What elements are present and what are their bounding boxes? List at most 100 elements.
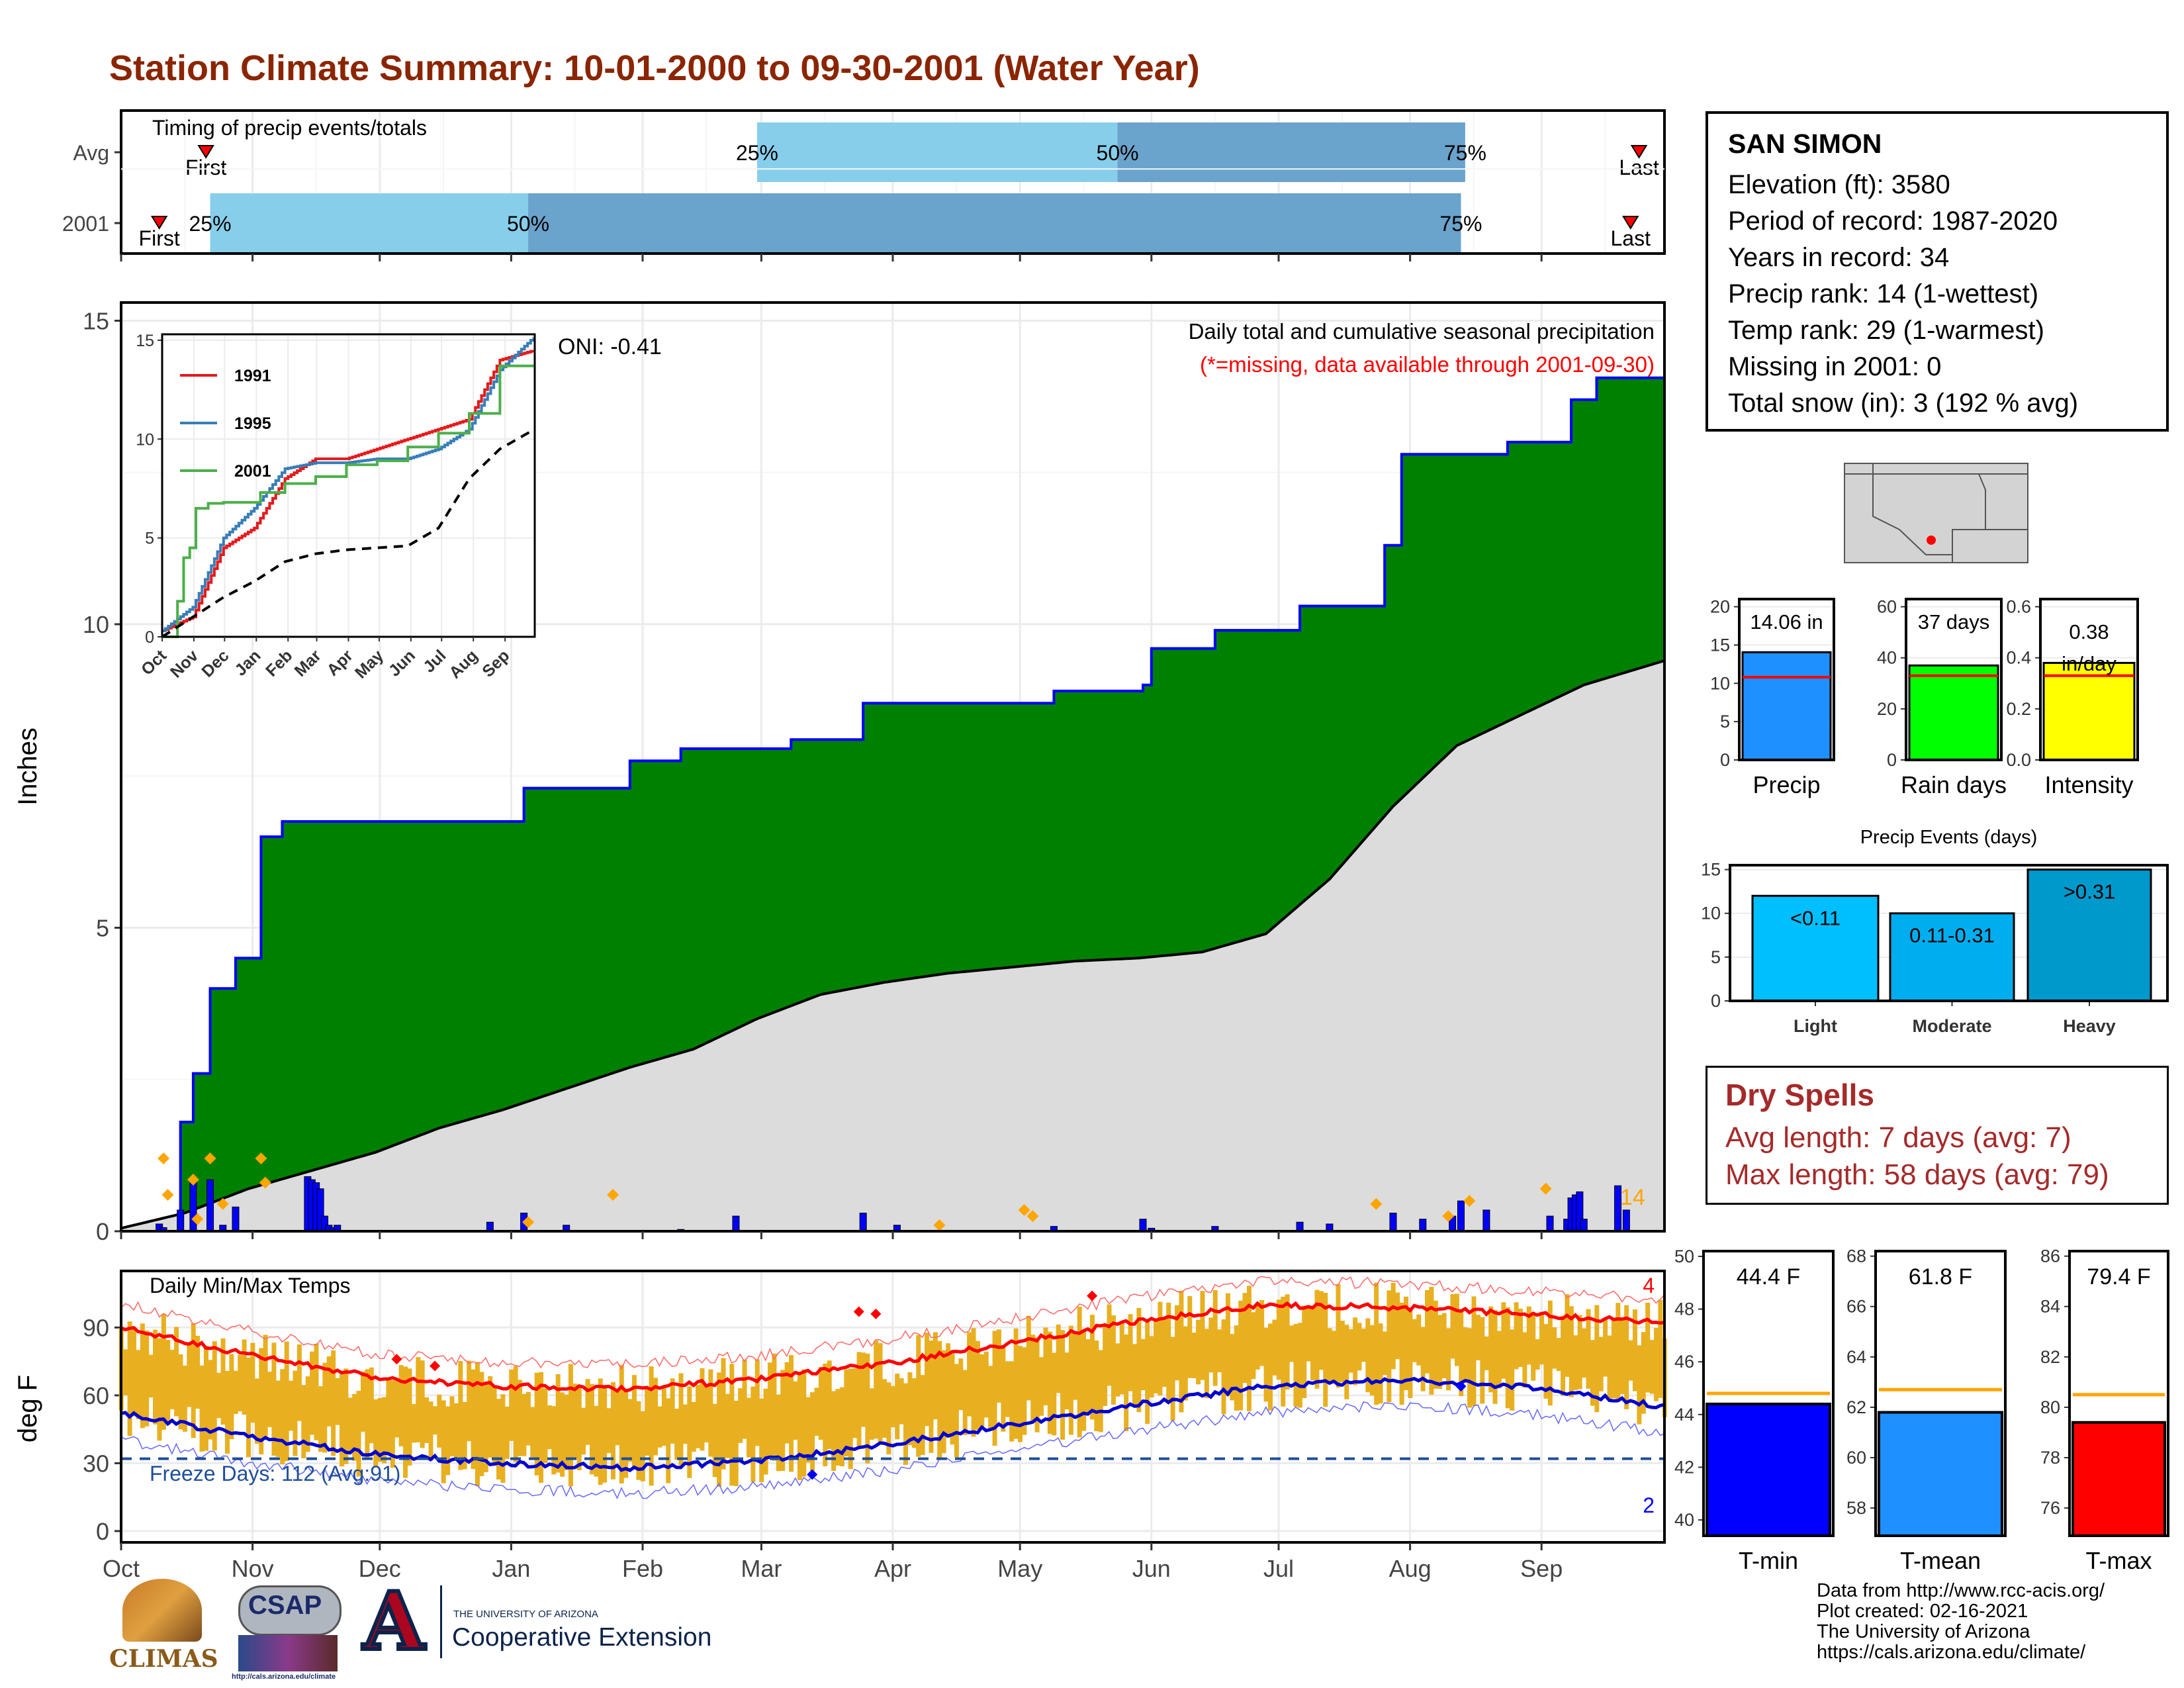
daily-temp-bar xyxy=(271,1342,277,1456)
month-x-tick-label: Jul xyxy=(1263,1555,1294,1582)
daily-temp-bar xyxy=(860,1352,866,1427)
daily-temp-bar xyxy=(1111,1315,1116,1405)
state-borders xyxy=(1844,463,2028,563)
temp-summary-bar xyxy=(2071,1421,2166,1537)
daily-temp-bar xyxy=(636,1401,641,1480)
timing-first-label: First xyxy=(139,226,180,250)
summary-value-bar xyxy=(2042,661,2136,761)
daily-temp-bar xyxy=(585,1379,590,1445)
summary-bar-tick-label: 5 xyxy=(1720,712,1730,731)
daily-temp-bar xyxy=(246,1357,251,1458)
daily-temp-bar xyxy=(1365,1318,1371,1393)
oni-label: ONI: -0.41 xyxy=(558,334,662,359)
temp-summary-tick-label: 84 xyxy=(2040,1297,2060,1317)
daily-temp-bar xyxy=(1026,1315,1031,1401)
daily-temp-bar xyxy=(1565,1294,1570,1377)
daily-temp-bar xyxy=(394,1380,400,1438)
daily-temp-bar xyxy=(416,1357,421,1442)
precip-events-tick-label: 15 xyxy=(1701,860,1721,880)
daily-precip-bar xyxy=(859,1212,867,1232)
daily-temp-bar xyxy=(458,1360,463,1470)
daily-temp-bar xyxy=(1013,1328,1019,1439)
daily-temp-bar xyxy=(1446,1328,1451,1391)
summary-bar-tick-label: 60 xyxy=(1877,597,1897,617)
inset-y-tick-label: 0 xyxy=(145,628,154,647)
daily-temp-bar xyxy=(1518,1308,1523,1368)
month-x-tick-label: Oct xyxy=(103,1555,140,1582)
summary-bar-frame xyxy=(2039,598,2139,761)
precip-event-bar xyxy=(1751,894,1880,1002)
daily-temp-bar xyxy=(326,1356,332,1427)
temp-y-tick-label: 90 xyxy=(83,1314,109,1341)
daily-temp-bar xyxy=(615,1389,620,1446)
daily-temp-bar xyxy=(161,1313,166,1430)
footer-credits: Data from http://www.rcc-acis.org/ Plot … xyxy=(1817,1581,2105,1663)
daily-temp-bar xyxy=(1073,1333,1078,1400)
daily-temp-bar xyxy=(1374,1282,1379,1405)
daily-temp-bar xyxy=(1191,1333,1197,1379)
daily-temp-bar xyxy=(691,1401,696,1452)
ua-logo-line1: THE UNIVERSITY OF ARIZONA xyxy=(453,1609,598,1620)
daily-temp-bar xyxy=(1552,1327,1557,1369)
daily-temp-bar xyxy=(721,1358,726,1470)
daily-temp-bar xyxy=(1353,1317,1358,1385)
daily-temp-bar xyxy=(377,1397,383,1462)
precip-event-marker xyxy=(255,1152,267,1164)
record-min-temp-line xyxy=(120,1401,1665,1500)
temp-y-tick-label: 60 xyxy=(83,1382,109,1409)
daily-temp-bar xyxy=(267,1372,273,1427)
daily-temp-bar xyxy=(347,1397,353,1452)
daily-temp-bar xyxy=(754,1359,760,1446)
daily-temp-bar xyxy=(1586,1309,1591,1389)
timing-last-label: Last xyxy=(1619,156,1659,179)
record-max-count: 4 xyxy=(1643,1274,1655,1297)
daily-temp-bar xyxy=(780,1370,786,1471)
daily-temp-bar xyxy=(1590,1340,1595,1406)
daily-temp-bar xyxy=(869,1388,874,1440)
daily-temp-bar xyxy=(564,1394,569,1471)
daily-temp-bar xyxy=(1085,1339,1091,1414)
daily-temp-bar xyxy=(1332,1331,1337,1383)
daily-temp-bar xyxy=(687,1386,692,1478)
temp-record-marker xyxy=(870,1308,882,1319)
daily-temp-bar xyxy=(895,1374,900,1440)
daily-temp-bar xyxy=(432,1406,437,1435)
daily-temp-bar xyxy=(1454,1293,1459,1366)
temp-summary-value-label: 79.4 F xyxy=(2087,1264,2150,1289)
precip-events-tick-label: 10 xyxy=(1701,904,1721,923)
daily-temp-bar xyxy=(174,1327,179,1417)
daily-temp-bar xyxy=(661,1385,666,1446)
daily-temp-bar xyxy=(1619,1320,1625,1394)
precip-event-marker xyxy=(204,1152,216,1164)
daily-temp-bar xyxy=(1212,1289,1218,1386)
daily-temp-bar xyxy=(835,1389,841,1466)
daily-temp-bar xyxy=(216,1372,222,1419)
daily-temp-bar xyxy=(1357,1323,1362,1371)
inset-y-tick-label: 15 xyxy=(136,332,154,350)
timing-label-75: 75% xyxy=(1444,141,1486,165)
summary-bar-tick-label: 15 xyxy=(1710,635,1730,655)
region-map-bg xyxy=(1844,463,2028,563)
daily-temp-bar xyxy=(666,1398,671,1483)
daily-temp-bar xyxy=(1208,1317,1214,1373)
avg-max-temp-line xyxy=(120,1301,1665,1393)
timing-first-label: First xyxy=(185,156,226,179)
daily-temp-bar xyxy=(907,1372,913,1446)
sun-icon xyxy=(122,1579,202,1642)
daily-temp-bar xyxy=(1154,1319,1159,1393)
daily-precip-bar xyxy=(1296,1221,1304,1232)
temp-y-axis-label: deg F xyxy=(13,1375,42,1442)
daily-temp-bar xyxy=(504,1406,510,1459)
daily-temp-bar xyxy=(954,1364,959,1458)
daily-temp-bar xyxy=(937,1340,942,1458)
temp-summary-tick-label: 64 xyxy=(1846,1347,1866,1367)
daily-temp-bar xyxy=(975,1340,980,1430)
daily-temp-bar xyxy=(653,1378,659,1456)
precip-annotation-title: Daily total and cumulative seasonal prec… xyxy=(1189,319,1655,344)
footer-url: https://cals.arizona.edu/climate/ xyxy=(1817,1642,2086,1663)
temp-y-tick-label: 30 xyxy=(83,1450,109,1477)
daily-temp-bar xyxy=(1573,1335,1578,1391)
daily-temp-bar xyxy=(733,1401,739,1487)
temp-record-marker xyxy=(430,1360,441,1372)
daily-temp-bar xyxy=(275,1380,281,1458)
